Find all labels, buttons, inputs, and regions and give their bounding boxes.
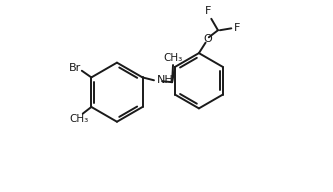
Text: CH₃: CH₃ [69,114,89,124]
Text: CH₃: CH₃ [164,53,182,63]
Text: F: F [234,23,240,33]
Text: NH: NH [157,75,173,85]
Text: F: F [205,6,211,16]
Text: Br: Br [69,63,81,73]
Text: O: O [203,34,212,44]
